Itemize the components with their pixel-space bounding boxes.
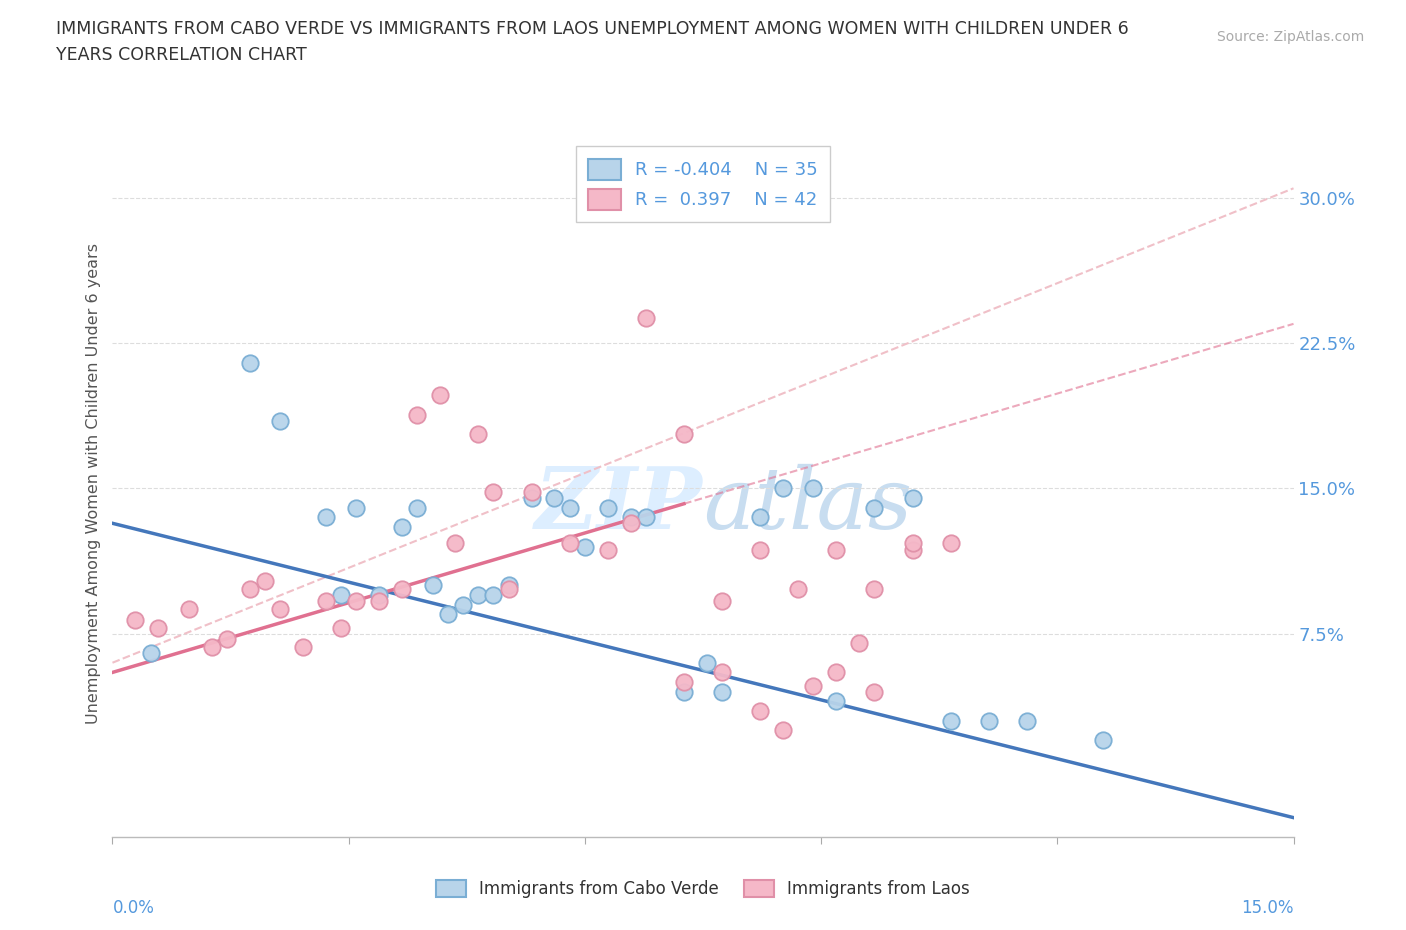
Point	[711, 593, 734, 608]
Point	[239, 355, 262, 370]
Point	[825, 665, 848, 680]
Point	[436, 607, 458, 622]
Text: ZIP: ZIP	[536, 463, 703, 547]
Y-axis label: Unemployment Among Women with Children Under 6 years: Unemployment Among Women with Children U…	[86, 243, 101, 724]
Point	[177, 601, 200, 616]
Point	[520, 491, 543, 506]
Point	[672, 684, 695, 699]
Point	[498, 578, 520, 592]
Text: 15.0%: 15.0%	[1241, 899, 1294, 917]
Text: IMMIGRANTS FROM CABO VERDE VS IMMIGRANTS FROM LAOS UNEMPLOYMENT AMONG WOMEN WITH: IMMIGRANTS FROM CABO VERDE VS IMMIGRANTS…	[56, 20, 1129, 38]
Point	[848, 636, 870, 651]
Text: Source: ZipAtlas.com: Source: ZipAtlas.com	[1216, 30, 1364, 44]
Point	[672, 674, 695, 689]
Point	[200, 640, 222, 655]
Point	[1015, 713, 1038, 728]
Point	[139, 645, 162, 660]
Point	[467, 427, 489, 442]
Point	[315, 593, 337, 608]
Text: 0.0%: 0.0%	[112, 899, 155, 917]
Point	[239, 581, 262, 596]
Point	[543, 491, 565, 506]
Point	[772, 723, 794, 737]
Point	[444, 536, 467, 551]
Point	[315, 510, 337, 525]
Point	[711, 665, 734, 680]
Point	[803, 679, 825, 694]
Point	[330, 588, 353, 603]
Text: atlas: atlas	[703, 463, 912, 546]
Point	[863, 500, 886, 515]
Point	[596, 500, 619, 515]
Point	[596, 543, 619, 558]
Point	[901, 543, 924, 558]
Point	[429, 388, 451, 403]
Point	[634, 311, 657, 325]
Point	[344, 593, 367, 608]
Point	[711, 684, 734, 699]
Point	[749, 543, 772, 558]
Point	[558, 536, 581, 551]
Point	[406, 407, 429, 422]
Legend: Immigrants from Cabo Verde, Immigrants from Laos: Immigrants from Cabo Verde, Immigrants f…	[429, 873, 977, 905]
Point	[368, 588, 391, 603]
Point	[330, 620, 353, 635]
Point	[574, 539, 596, 554]
Point	[749, 510, 772, 525]
Point	[620, 510, 643, 525]
Point	[558, 500, 581, 515]
Point	[803, 481, 825, 496]
Point	[344, 500, 367, 515]
Point	[291, 640, 314, 655]
Point	[368, 593, 391, 608]
Point	[787, 581, 810, 596]
Point	[498, 581, 520, 596]
Point	[749, 704, 772, 719]
Point	[391, 520, 413, 535]
Point	[672, 427, 695, 442]
Point	[124, 613, 146, 628]
Point	[269, 601, 291, 616]
Point	[696, 656, 718, 671]
Point	[901, 491, 924, 506]
Legend: R = -0.404    N = 35, R =  0.397    N = 42: R = -0.404 N = 35, R = 0.397 N = 42	[575, 146, 831, 222]
Point	[253, 574, 276, 589]
Point	[825, 543, 848, 558]
Point	[520, 485, 543, 499]
Point	[422, 578, 444, 592]
Point	[269, 413, 291, 428]
Point	[148, 620, 170, 635]
Point	[634, 510, 657, 525]
Point	[977, 713, 1000, 728]
Point	[863, 684, 886, 699]
Point	[406, 500, 429, 515]
Point	[825, 694, 848, 709]
Point	[620, 516, 643, 531]
Point	[901, 536, 924, 551]
Point	[391, 581, 413, 596]
Point	[451, 597, 474, 612]
Point	[939, 713, 962, 728]
Point	[939, 536, 962, 551]
Point	[863, 581, 886, 596]
Point	[467, 588, 489, 603]
Point	[772, 481, 794, 496]
Point	[482, 588, 505, 603]
Point	[482, 485, 505, 499]
Text: YEARS CORRELATION CHART: YEARS CORRELATION CHART	[56, 46, 307, 64]
Point	[1092, 733, 1115, 748]
Point	[215, 632, 238, 647]
